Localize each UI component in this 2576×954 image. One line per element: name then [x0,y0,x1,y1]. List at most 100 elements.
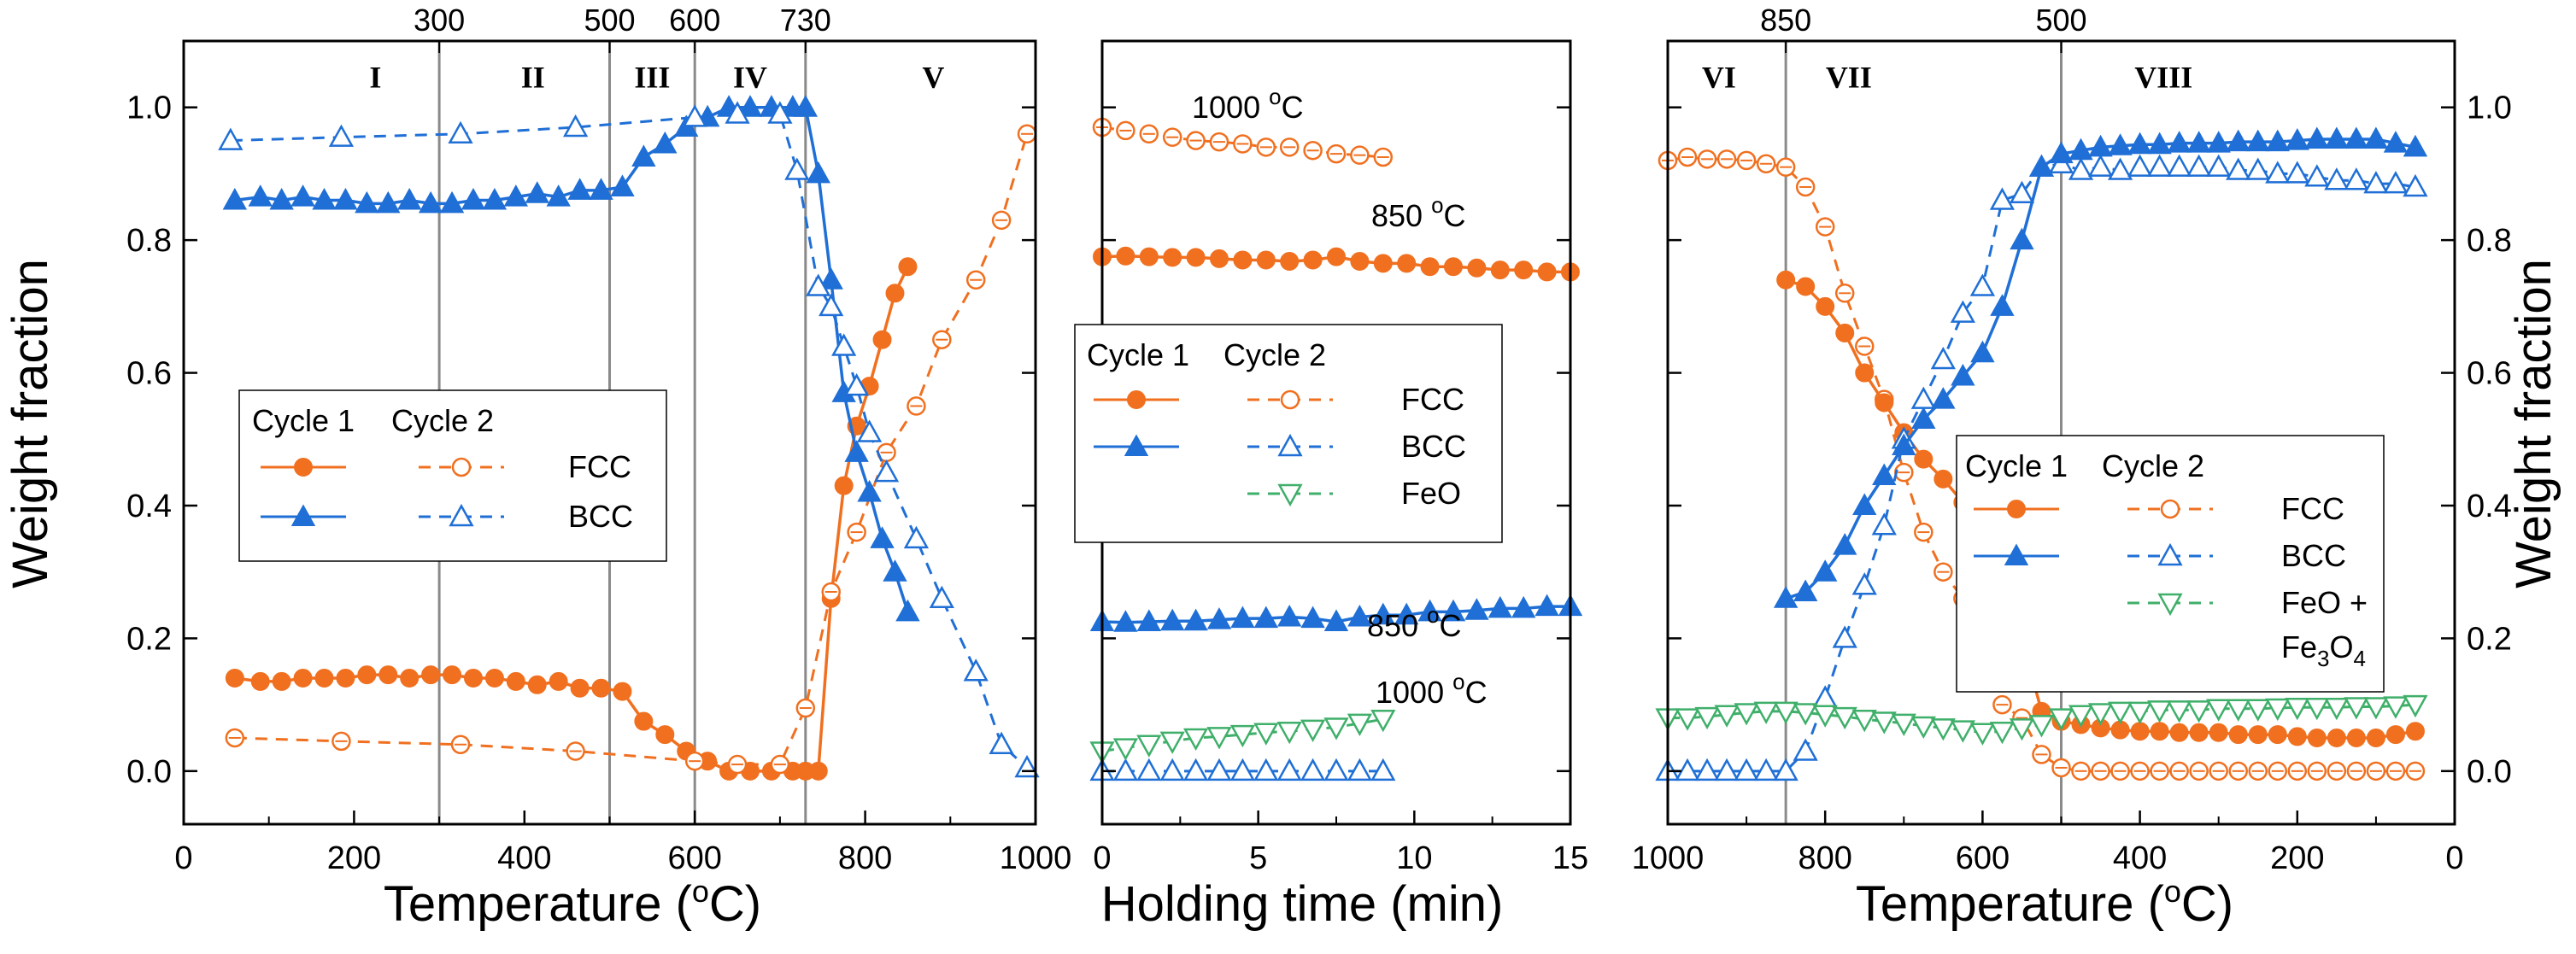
data-point [1511,595,1536,618]
top-tick-label: 730 [780,3,831,38]
data-point [376,190,401,214]
data-point [1159,731,1185,754]
data-point [439,190,465,214]
legend-sample-feo-c2 [2127,593,2213,617]
legend-sample-bcc-c1 [1974,543,2059,565]
data-point [397,187,422,210]
data-point [1773,586,1799,608]
data-point [2226,699,2251,722]
data-point [1833,533,1857,555]
data-point [806,161,830,184]
data-point [1812,685,1838,708]
data-point [1323,758,1349,781]
data-point [1675,758,1700,781]
legend-sample-bcc-c1 [261,504,346,526]
series-bcc-cycle-2 [218,101,1040,778]
legend-panel-1: Cycle 1 Cycle 2 FCC BCC [238,389,667,562]
y-tick-label: 0.0 [2467,754,2512,790]
data-point [819,267,843,290]
annotation-850c-bcc: 850 oC [1367,602,1462,643]
degree-superscript: o [2164,874,2181,909]
data-point [844,440,869,462]
top-tick-label: 850 [1760,3,1811,38]
data-point [1969,273,1996,296]
data-point [1229,724,1256,748]
data-point [1441,599,1466,622]
data-point [2206,154,2232,177]
data-point [506,671,525,691]
data-point [272,671,291,691]
legend-marker [1277,483,1303,507]
data-point [1280,252,1300,272]
data-point [1793,703,1818,726]
data-point [1734,758,1759,781]
region-label-VI: VI [1702,60,1736,94]
data-point [2304,126,2330,149]
legend-marker [1277,433,1303,457]
data-point [2285,161,2310,184]
data-point [1323,609,1349,631]
data-point [2206,699,2232,722]
legend-fcc-label: FCC [2281,491,2344,526]
legend-bcc-label: BCC [2281,538,2346,573]
data-point [2107,157,2133,180]
data-point [806,273,831,296]
data-point [2028,715,2055,738]
data-point [2127,154,2153,177]
data-point [2009,180,2035,203]
data-point [767,101,793,124]
data-point [1256,250,1276,270]
legend-box [1074,324,1503,543]
data-point [856,419,883,442]
data-point [1872,463,1897,486]
data-point [2087,154,2114,177]
data-point [570,678,590,698]
data-point [314,669,334,688]
data-point [1813,559,1838,582]
data-point [1753,758,1779,781]
data-point [2344,126,2369,149]
data-point [2324,697,2350,721]
data-point [2010,227,2034,250]
data-point [1933,469,1953,489]
legend-panel-3: Cycle 1 Cycle 2 FCC BCC FeO + Fe3O4 [1956,435,2385,693]
region-label-V: V [922,60,944,94]
data-point [2186,700,2212,723]
data-point [2287,727,2307,746]
legend-sample-feo-c2 [1247,483,1333,507]
legend-marker [451,457,472,477]
legend-sample-bcc-c2 [2127,542,2213,566]
x-tick-label: 1000 [1632,840,1705,876]
data-point [2167,700,2192,723]
data-point [1350,252,1370,272]
data-point [484,669,504,688]
data-point [1394,602,1419,625]
data-point [1950,300,1975,323]
data-point [1186,248,1206,267]
data-point [819,293,844,317]
data-point [1230,606,1255,629]
data-point [443,665,462,685]
panel-holding-time: 0 5 10 15 [1089,39,1588,876]
x-tick-label: 400 [497,840,551,876]
legend-sample-bcc-c2 [1247,433,1333,457]
legend-feo-label: FeO + [2281,585,2368,620]
legend-sample-fcc-c1 [1974,500,2059,518]
data-point [1300,719,1326,742]
data-point [2324,126,2350,149]
data-point [1276,721,1302,745]
data-point [2363,126,2389,149]
data-point [1182,728,1209,752]
y-axis-title-right: Weight fraction [2506,259,2561,588]
legend-marker [294,458,313,477]
data-point [2206,131,2231,153]
data-point [1990,294,2015,316]
data-point [885,284,905,303]
legend-fe3o4-label: Fe3O4 [2281,629,2366,671]
region-label-III: III [634,60,670,94]
data-point [225,669,244,688]
data-point [1210,249,1229,268]
data-point [793,95,819,117]
data-point [1734,703,1759,726]
data-point [2088,134,2113,157]
